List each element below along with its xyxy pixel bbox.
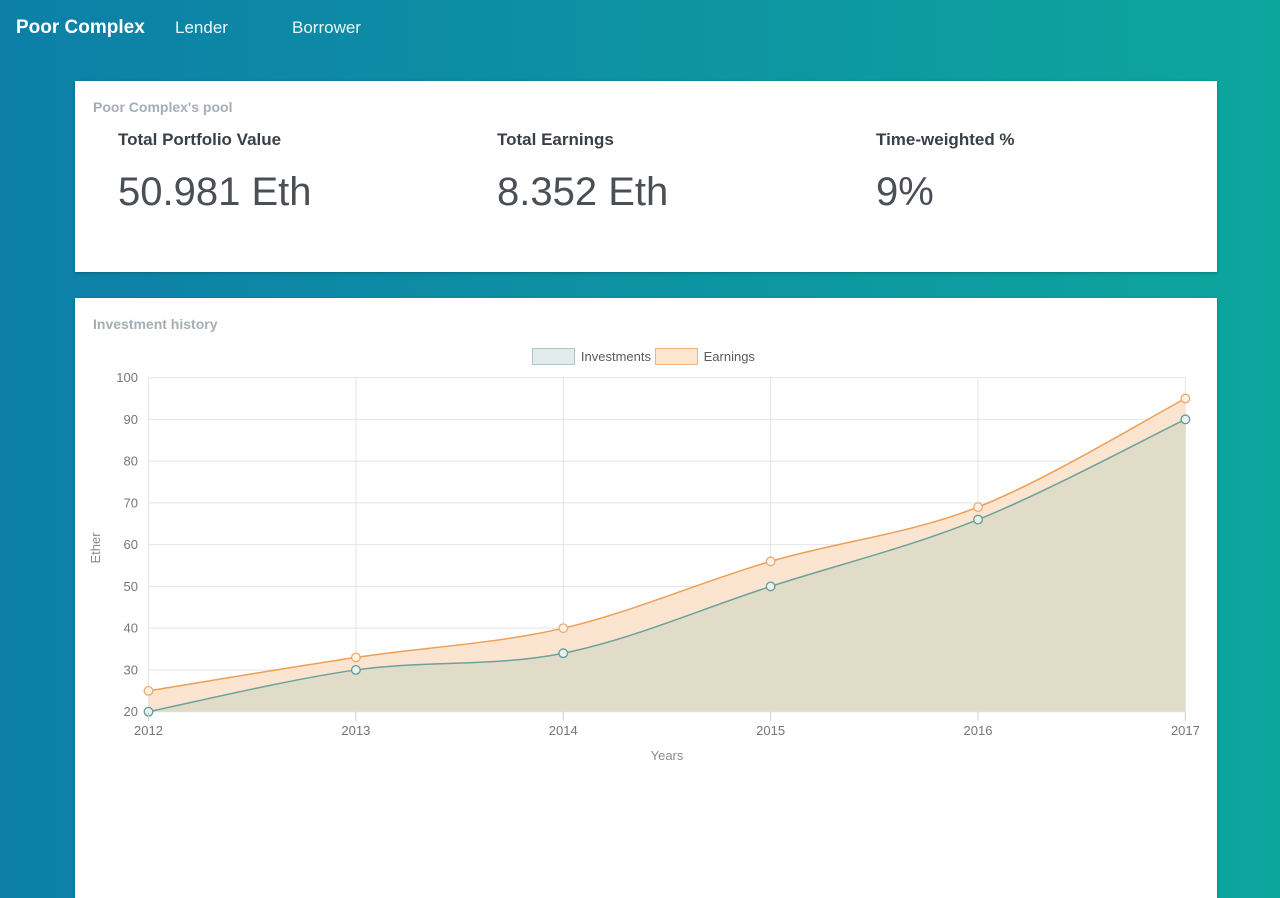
svg-text:Years: Years: [651, 748, 684, 763]
svg-text:2013: 2013: [341, 723, 370, 738]
svg-text:2017: 2017: [1171, 723, 1200, 738]
svg-text:2012: 2012: [134, 723, 163, 738]
svg-text:2014: 2014: [549, 723, 578, 738]
svg-text:70: 70: [124, 495, 138, 510]
svg-text:60: 60: [124, 537, 138, 552]
svg-text:2016: 2016: [964, 723, 993, 738]
svg-text:Ether: Ether: [88, 532, 103, 564]
svg-text:80: 80: [124, 454, 138, 469]
svg-text:2015: 2015: [756, 723, 785, 738]
svg-text:20: 20: [124, 704, 138, 719]
svg-text:40: 40: [124, 621, 138, 636]
svg-text:100: 100: [116, 370, 138, 385]
svg-text:50: 50: [124, 579, 138, 594]
svg-text:90: 90: [124, 412, 138, 427]
svg-text:30: 30: [124, 662, 138, 677]
